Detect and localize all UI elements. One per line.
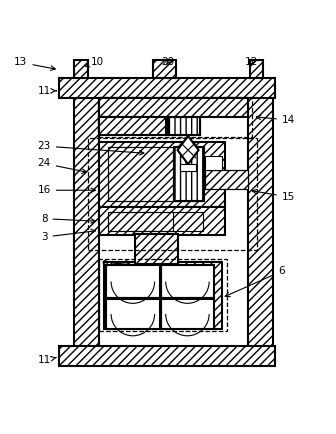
Bar [153, 60, 176, 78]
Bar [161, 265, 214, 298]
Text: 6: 6 [225, 266, 285, 296]
Bar [248, 83, 274, 351]
Text: 24: 24 [38, 158, 86, 173]
Bar [180, 164, 196, 171]
Bar [99, 207, 225, 235]
Bar [174, 148, 204, 201]
Bar [108, 212, 173, 231]
Text: 16: 16 [38, 185, 95, 195]
Text: 23: 23 [38, 141, 144, 155]
Text: 14: 14 [256, 115, 295, 125]
Bar [99, 98, 248, 117]
Bar [88, 138, 257, 250]
Bar [74, 60, 88, 78]
Bar [205, 170, 248, 188]
Text: 11: 11 [38, 86, 56, 96]
Bar [59, 346, 275, 366]
Text: 9: 9 [101, 260, 130, 270]
Polygon shape [177, 136, 199, 164]
Text: 11: 11 [38, 355, 56, 365]
Bar [174, 148, 204, 201]
Bar [74, 83, 99, 351]
Bar [250, 60, 263, 78]
Text: 15: 15 [252, 189, 295, 202]
Text: 8: 8 [41, 214, 95, 224]
Text: 3: 3 [41, 229, 95, 242]
Bar [99, 260, 226, 332]
Bar [168, 117, 200, 135]
Bar [108, 148, 173, 201]
Bar [161, 299, 214, 329]
Bar [99, 117, 166, 135]
Bar [98, 96, 252, 138]
Bar [108, 148, 203, 201]
Bar [106, 299, 160, 329]
Text: 12: 12 [245, 57, 258, 67]
Bar [205, 170, 248, 188]
Bar [168, 117, 200, 135]
Text: 20: 20 [161, 57, 175, 67]
Text: 10: 10 [85, 57, 104, 67]
Bar [106, 265, 160, 298]
Bar [99, 142, 225, 207]
Bar [108, 212, 203, 231]
Text: 13: 13 [14, 57, 55, 70]
Bar [134, 234, 178, 264]
Bar [104, 262, 221, 329]
Bar [205, 156, 221, 170]
Bar [59, 78, 275, 98]
